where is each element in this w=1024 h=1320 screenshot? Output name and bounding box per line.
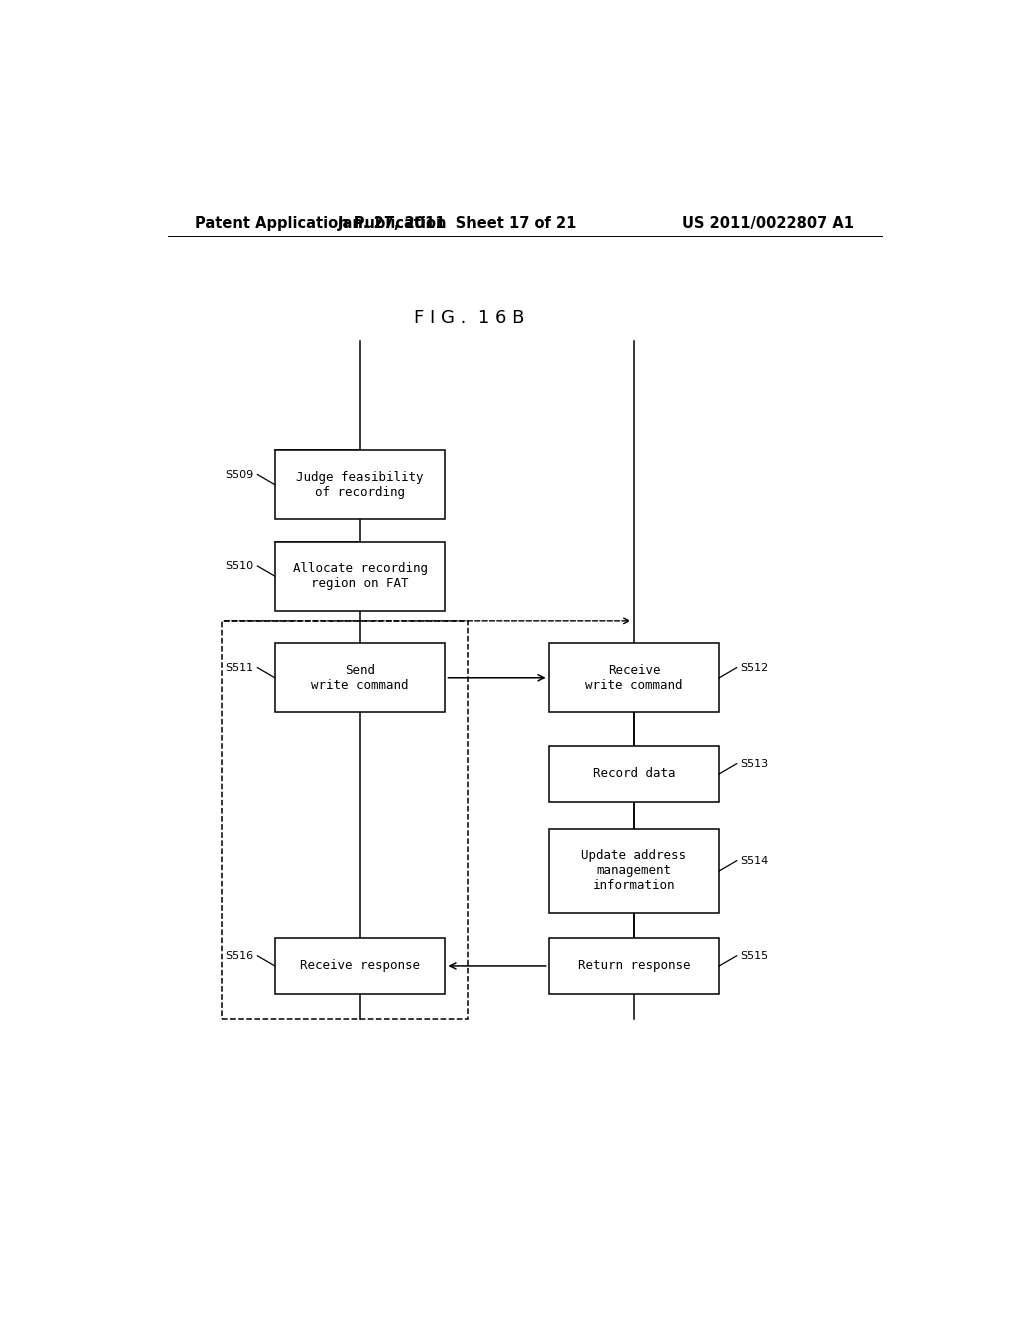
- Text: S513: S513: [740, 759, 769, 768]
- Bar: [221, 620, 468, 1019]
- Bar: [274, 450, 445, 519]
- Text: Patent Application Publication: Patent Application Publication: [196, 216, 446, 231]
- Bar: [549, 829, 719, 912]
- Bar: [549, 939, 719, 994]
- Text: Allocate recording
region on FAT: Allocate recording region on FAT: [293, 562, 428, 590]
- Text: S510: S510: [225, 561, 253, 572]
- Text: Update address
management
information: Update address management information: [582, 849, 686, 892]
- Text: S509: S509: [225, 470, 253, 479]
- Text: S511: S511: [225, 663, 253, 673]
- Text: F I G .  1 6 B: F I G . 1 6 B: [414, 309, 524, 327]
- Bar: [274, 643, 445, 713]
- Bar: [549, 643, 719, 713]
- Bar: [274, 939, 445, 994]
- Text: Receive
write command: Receive write command: [585, 664, 683, 692]
- Text: S516: S516: [225, 950, 253, 961]
- Text: Return response: Return response: [578, 960, 690, 973]
- Text: Judge feasibility
of recording: Judge feasibility of recording: [296, 471, 424, 499]
- Text: S515: S515: [740, 950, 769, 961]
- Text: Send
write command: Send write command: [311, 664, 409, 692]
- Text: Jan. 27, 2011  Sheet 17 of 21: Jan. 27, 2011 Sheet 17 of 21: [338, 216, 578, 231]
- Bar: [274, 541, 445, 611]
- Text: Receive response: Receive response: [300, 960, 420, 973]
- Text: S514: S514: [740, 855, 769, 866]
- Text: S512: S512: [740, 663, 769, 673]
- Text: Record data: Record data: [593, 767, 675, 780]
- Text: US 2011/0022807 A1: US 2011/0022807 A1: [682, 216, 854, 231]
- Bar: [549, 746, 719, 801]
